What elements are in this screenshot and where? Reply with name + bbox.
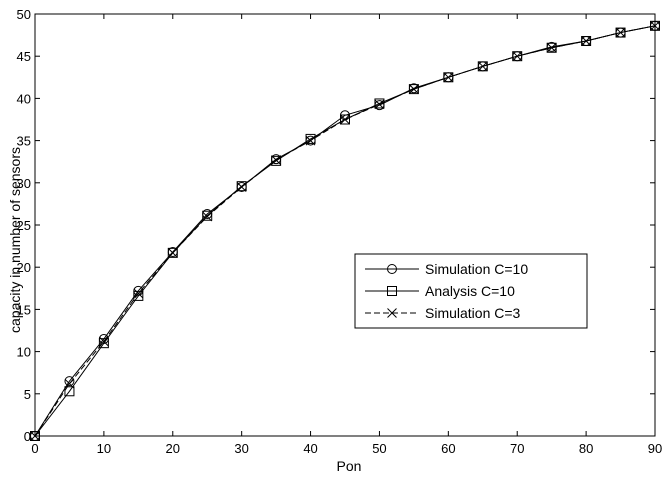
x-marker-stroke [650, 20, 660, 31]
x-marker-stroke [477, 61, 488, 72]
series-3-point [236, 182, 247, 192]
y-tick-label: 35 [17, 134, 31, 149]
x-marker-stroke [133, 288, 144, 299]
series-3-point [64, 378, 75, 389]
series-2-point [236, 181, 247, 192]
x-marker-stroke [387, 308, 397, 318]
y-tick-label: 50 [17, 7, 31, 22]
plot-frame [34, 13, 656, 437]
x-axis-title: Pon [337, 458, 362, 474]
series-3-point [374, 99, 385, 110]
x-tick-label: 0 [31, 441, 38, 456]
series-layer [30, 20, 660, 441]
series-3-point [340, 114, 350, 125]
x-marker-stroke [99, 336, 109, 347]
x-tick-label: 90 [648, 441, 662, 456]
series-2-point [64, 386, 75, 397]
x-marker-stroke [443, 72, 454, 83]
series-3-point [581, 36, 591, 46]
legend-marker-2 [387, 286, 397, 296]
x-tick-label: 60 [441, 441, 455, 456]
y-tick-label: 0 [24, 429, 31, 444]
series-2-point [202, 210, 213, 221]
series-3-point [443, 72, 454, 83]
series-3-point [650, 20, 660, 31]
legend-label-2: Analysis C=10 [425, 283, 515, 299]
series-2-point [30, 431, 40, 441]
series-2-point [374, 98, 385, 109]
x-tick-label: 80 [579, 441, 593, 456]
legend-marker-3 [387, 308, 397, 318]
series-line-2 [34, 25, 656, 437]
x-marker-stroke [615, 27, 626, 38]
legend-marker-1 [387, 264, 397, 274]
series-3-point [409, 84, 419, 94]
x-marker-stroke [305, 135, 316, 146]
x-marker-stroke [271, 155, 281, 165]
series-1-point [64, 376, 75, 387]
series-3-point [615, 27, 626, 38]
series-3-point [202, 211, 213, 222]
series-2-point [546, 42, 557, 53]
y-tick-label: 10 [17, 345, 31, 360]
series-3-point [30, 431, 40, 441]
series-2-point [167, 247, 178, 258]
x-tick-label: 70 [510, 441, 524, 456]
series-3-point [271, 155, 281, 165]
y-tick-label: 45 [17, 49, 31, 64]
series-2-point [98, 338, 109, 349]
x-marker-stroke [374, 99, 385, 110]
x-marker-stroke [236, 182, 247, 192]
series-2-point [477, 61, 488, 72]
y-tick-label: 20 [17, 260, 31, 275]
series-2-point [408, 84, 419, 95]
legend-label-3: Simulation C=3 [425, 305, 521, 321]
series-3-point [546, 42, 557, 53]
x-marker-stroke [202, 211, 213, 222]
series-2-point [512, 51, 523, 62]
x-marker-stroke [30, 431, 40, 441]
series-3-point [305, 135, 316, 146]
plot-axes: 0 10 20 30 40 50 60 70 80 90 0 5 10 15 20 25 30 35 40 45 50 [17, 7, 663, 456]
series-3-point [99, 336, 109, 347]
series-3-point [477, 61, 488, 72]
legend-label-1: Simulation C=10 [425, 261, 528, 277]
y-tick-label: 25 [17, 218, 31, 233]
y-tick-label: 5 [24, 387, 31, 402]
series-3-point [167, 247, 178, 258]
x-marker-stroke [64, 378, 75, 389]
series-2-point [650, 20, 660, 31]
x-marker-stroke [546, 42, 557, 53]
legend: Simulation C=10 Analysis C=10 Simulation C… [354, 253, 588, 329]
series-2-point [133, 290, 144, 301]
y-tick-label: 40 [17, 91, 31, 106]
series-2-point [340, 114, 350, 125]
series-2-point [615, 27, 626, 38]
series-2-point [305, 133, 316, 144]
series-line-3 [34, 25, 656, 437]
x-tick-label: 10 [97, 441, 111, 456]
x-marker-stroke [167, 247, 178, 258]
x-marker-stroke [409, 84, 419, 94]
series-2-point [581, 36, 592, 47]
y-axis-title: capacity in number of sensors [7, 147, 23, 333]
series-3-point [133, 288, 144, 299]
x-tick-label: 20 [166, 441, 180, 456]
x-marker-stroke [581, 36, 591, 46]
x-marker-stroke [340, 114, 350, 125]
series-2-point [271, 155, 282, 166]
y-tick-label: 30 [17, 176, 31, 191]
x-tick-label: 30 [234, 441, 248, 456]
x-tick-label: 40 [303, 441, 317, 456]
series-3-point [512, 51, 523, 62]
y-tick-label: 15 [17, 302, 31, 317]
series-line-1 [34, 25, 656, 437]
series-2-point [443, 72, 454, 83]
x-tick-label: 50 [372, 441, 386, 456]
x-marker-stroke [512, 51, 523, 62]
